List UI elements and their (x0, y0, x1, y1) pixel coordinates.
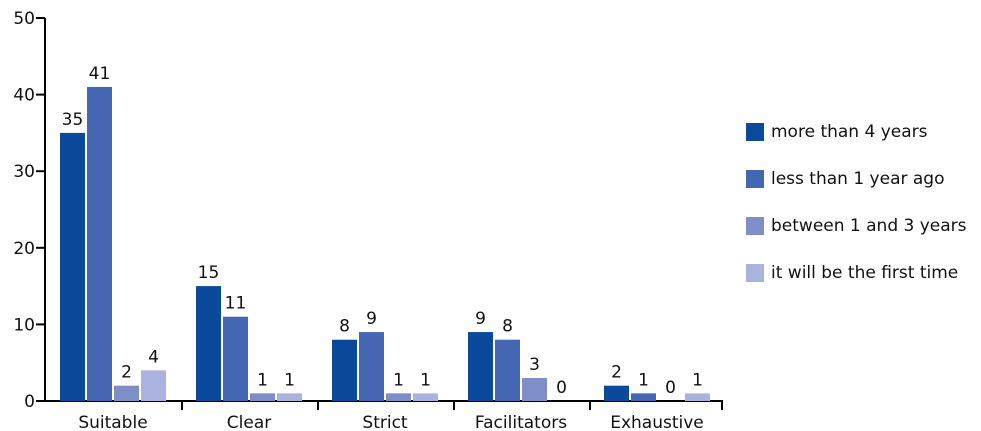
data-label: 8 (339, 317, 350, 337)
bar (685, 393, 710, 401)
y-tick-label: 10 (13, 315, 35, 335)
chart-legend: more than 4 years less than 1 year ago b… (746, 120, 967, 308)
data-label: 2 (121, 363, 132, 383)
bar (277, 393, 302, 401)
bar (250, 393, 275, 401)
legend-label: between 1 and 3 years (771, 216, 967, 236)
data-label: 8 (502, 317, 513, 337)
legend-item-series-3: between 1 and 3 years (746, 214, 967, 238)
y-tick-label: 0 (24, 392, 35, 412)
bar (196, 286, 221, 401)
data-label: 11 (225, 294, 247, 314)
bar (141, 370, 166, 401)
data-label: 1 (638, 370, 649, 390)
bar (386, 393, 411, 401)
bar (332, 339, 357, 401)
y-tick-label: 40 (13, 86, 35, 106)
legend-swatch (746, 123, 764, 141)
data-label: 9 (475, 309, 486, 329)
legend-item-series-1: more than 4 years (746, 120, 967, 144)
x-tick-label: Clear (227, 413, 271, 431)
data-label: 1 (257, 370, 268, 390)
x-tick-label: Suitable (78, 413, 147, 431)
bar (223, 316, 248, 401)
data-label: 0 (556, 378, 567, 398)
y-tick-label: 20 (13, 239, 35, 259)
y-tick-label: 50 (13, 9, 35, 29)
data-label: 9 (366, 309, 377, 329)
data-label: 35 (62, 110, 84, 130)
data-label: 1 (393, 370, 404, 390)
legend-label: it will be the first time (771, 263, 959, 283)
bar (114, 385, 139, 401)
legend-item-series-2: less than 1 year ago (746, 167, 967, 191)
bar (468, 332, 493, 401)
data-label: 1 (420, 370, 431, 390)
data-label: 4 (148, 347, 159, 367)
data-label: 0 (665, 378, 676, 398)
legend-item-series-4: it will be the first time (746, 261, 967, 285)
bar (522, 378, 547, 401)
x-tick-label: Strict (362, 413, 408, 431)
data-label: 41 (89, 64, 111, 84)
bar (87, 86, 112, 401)
data-label: 3 (529, 355, 540, 375)
bar (631, 393, 656, 401)
data-label: 1 (692, 370, 703, 390)
x-tick-label: Facilitators (475, 413, 567, 431)
data-label: 15 (198, 263, 220, 283)
legend-swatch (746, 264, 764, 282)
bar (60, 132, 85, 401)
legend-label: more than 4 years (771, 122, 928, 142)
bar (604, 385, 629, 401)
bar (413, 393, 438, 401)
legend-label: less than 1 year ago (771, 169, 945, 189)
data-label: 1 (284, 370, 295, 390)
bar (495, 339, 520, 401)
data-label: 2 (611, 363, 622, 383)
chart-bars (60, 86, 710, 401)
bar (359, 332, 384, 401)
x-tick-label: Exhaustive (610, 413, 704, 431)
legend-swatch (746, 217, 764, 235)
y-tick-label: 30 (13, 162, 35, 182)
legend-swatch (746, 170, 764, 188)
